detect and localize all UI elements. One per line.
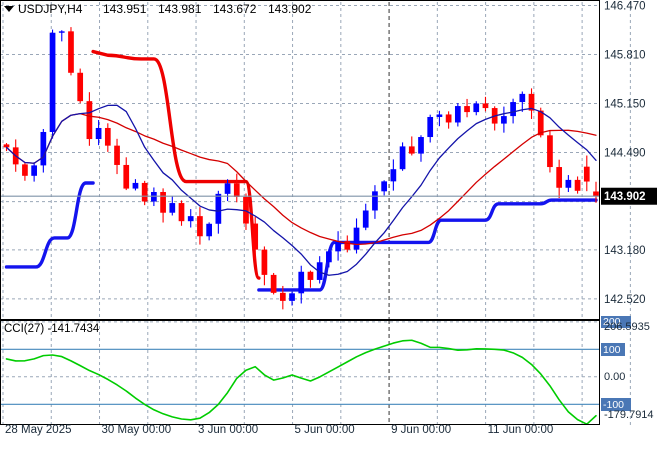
svg-text:11 Jun 00:00: 11 Jun 00:00: [488, 424, 554, 436]
svg-text:142.520: 142.520: [604, 294, 646, 306]
svg-text:0.00: 0.00: [604, 371, 625, 383]
svg-text:28 May 2025: 28 May 2025: [5, 424, 72, 436]
svg-text:143.981: 143.981: [158, 2, 202, 16]
svg-text:145.810: 145.810: [604, 50, 646, 62]
svg-text:3 Jun 00:00: 3 Jun 00:00: [198, 424, 258, 436]
svg-text:206.5935: 206.5935: [604, 321, 650, 333]
svg-text:144.490: 144.490: [604, 148, 646, 160]
svg-text:145.150: 145.150: [604, 99, 646, 111]
svg-text:9 Jun 00:00: 9 Jun 00:00: [391, 424, 451, 436]
svg-text:143.672: 143.672: [213, 2, 257, 16]
svg-text:143.180: 143.180: [604, 245, 646, 257]
svg-text:USDJPY,H4: USDJPY,H4: [18, 2, 83, 16]
svg-text:100: 100: [603, 344, 621, 356]
svg-text:146.470: 146.470: [604, 0, 646, 12]
svg-text:5 Jun 00:00: 5 Jun 00:00: [295, 424, 355, 436]
svg-text:-179.7914: -179.7914: [604, 409, 654, 421]
svg-text:30 May 00:00: 30 May 00:00: [102, 424, 172, 436]
svg-text:CCI(27) -141.7434: CCI(27) -141.7434: [4, 323, 100, 335]
svg-text:143.902: 143.902: [268, 2, 312, 16]
svg-text:143.951: 143.951: [103, 2, 147, 16]
svg-text:143.902: 143.902: [604, 191, 646, 203]
